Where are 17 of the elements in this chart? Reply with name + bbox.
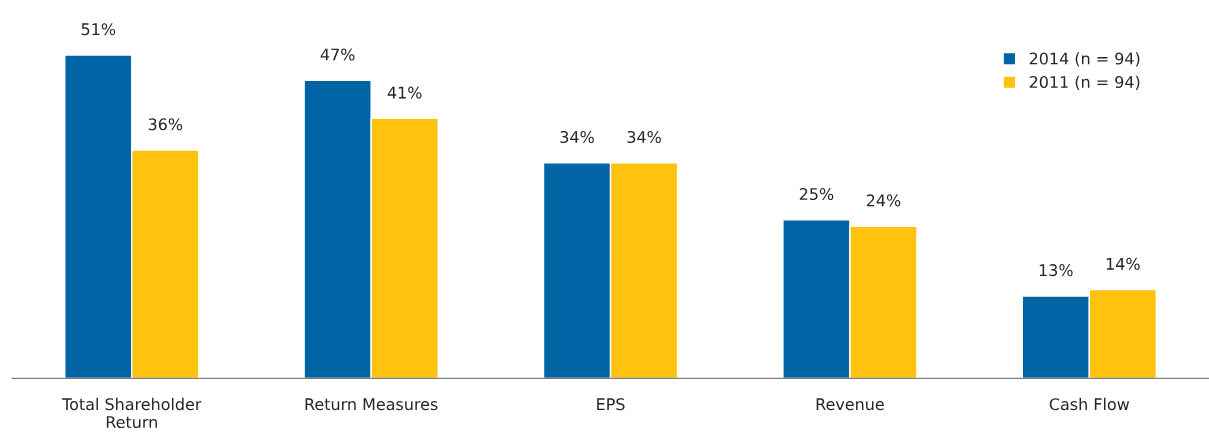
data-label: 13% [1039, 264, 1073, 277]
x-tick-label: EPS [597, 398, 625, 411]
legend-label: 2014 (n = 94) [1029, 52, 1140, 67]
data-label: 25% [799, 188, 834, 201]
data-label: 24% [866, 194, 901, 207]
data-label: 36% [148, 118, 183, 131]
x-tick-label: Return Measures [305, 398, 438, 411]
data-label: 47% [320, 48, 355, 61]
data-label: 51% [81, 23, 116, 36]
data-label: 34% [560, 130, 594, 144]
x-tick-label: Cash Flow [1049, 397, 1130, 411]
data-label: 34% [627, 130, 661, 144]
x-tick-label: Total Shareholder Return [62, 397, 202, 429]
x-tick-label: Revenue [816, 398, 884, 411]
data-label: 41% [387, 86, 422, 99]
legend-label: 2011 (n = 94) [1029, 75, 1140, 90]
data-label: 14% [1106, 257, 1140, 270]
